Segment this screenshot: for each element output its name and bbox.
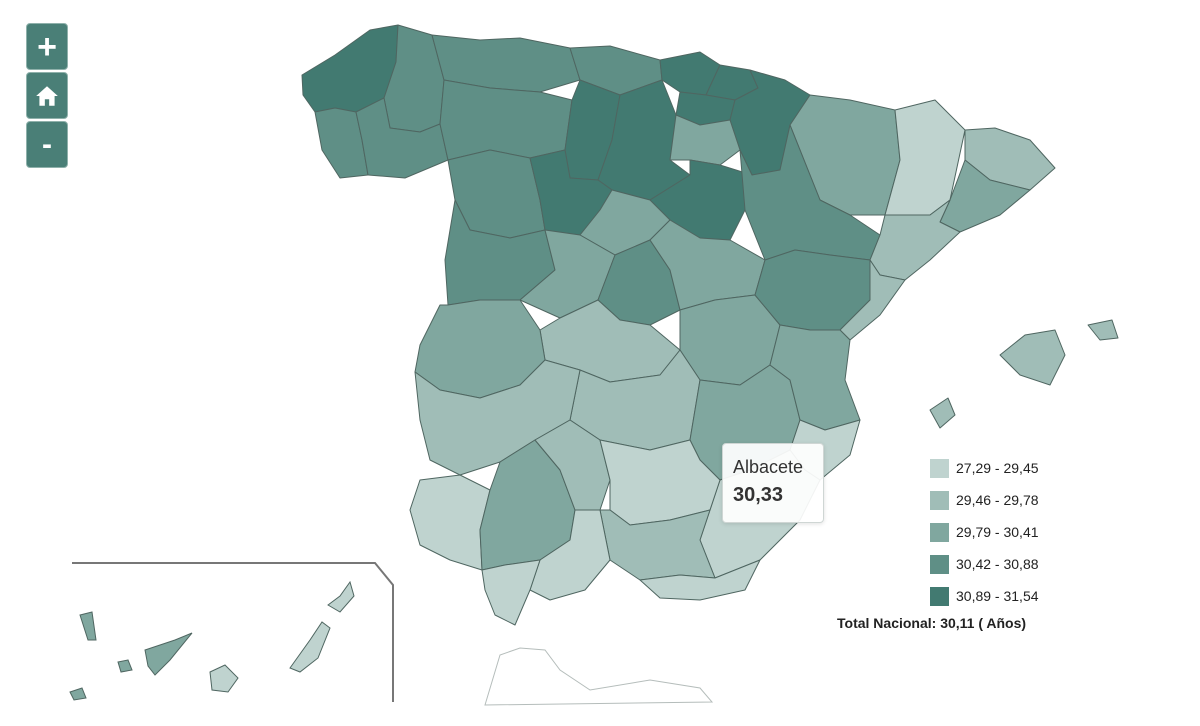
tooltip-province-name: Albacete: [733, 457, 804, 477]
legend-label: 29,79 - 30,41: [956, 524, 1039, 540]
province-tarragona[interactable]: [869, 199, 961, 281]
legend-item[interactable]: 29,79 - 30,41: [930, 516, 1039, 548]
national-total-label: Total Nacional: 30,11 ( Años): [837, 615, 1027, 631]
province-mallorca[interactable]: [999, 329, 1066, 386]
legend-swatch: [930, 522, 949, 542]
canary-tenerife[interactable]: [144, 632, 193, 676]
map-legend: 27,29 - 29,45 29,46 - 29,78 29,79 - 30,4…: [930, 452, 1039, 612]
legend-item[interactable]: 30,42 - 30,88: [930, 548, 1039, 580]
zoom-in-button[interactable]: +: [26, 23, 68, 70]
canary-inset-frame: [72, 562, 394, 702]
province-cordoba[interactable]: [534, 419, 611, 511]
canary-hierro[interactable]: [69, 687, 87, 701]
province-menorca[interactable]: [1087, 319, 1119, 341]
legend-swatch: [930, 554, 949, 574]
canary-gran-canaria[interactable]: [209, 664, 239, 693]
legend-label: 30,42 - 30,88: [956, 556, 1039, 572]
province-leon[interactable]: [439, 79, 573, 161]
legend-label: 30,89 - 31,54: [956, 588, 1039, 604]
legend-swatch: [930, 490, 949, 510]
canary-gomera[interactable]: [117, 659, 133, 673]
legend-label: 29,46 - 29,78: [956, 492, 1039, 508]
province-almeria[interactable]: [639, 559, 761, 601]
zoom-out-button[interactable]: -: [26, 121, 68, 168]
province-huelva[interactable]: [409, 474, 491, 571]
north-africa-outline: [484, 647, 714, 706]
province-ibiza[interactable]: [929, 397, 956, 429]
legend-item[interactable]: 27,29 - 29,45: [930, 452, 1039, 484]
province-la-rioja[interactable]: [669, 114, 741, 166]
legend-item[interactable]: 30,89 - 31,54: [930, 580, 1039, 612]
canary-fuerteventura[interactable]: [289, 621, 331, 673]
home-icon: [36, 85, 58, 106]
province-malaga[interactable]: [529, 509, 611, 601]
tooltip-value: 30,33: [733, 484, 784, 506]
legend-label: 27,29 - 29,45: [956, 460, 1039, 476]
minus-icon: -: [42, 127, 52, 161]
province-tooltip: Albacete 30,33: [722, 443, 824, 523]
province-cadiz[interactable]: [481, 559, 541, 626]
plus-icon: +: [37, 27, 57, 66]
legend-swatch: [930, 586, 949, 606]
home-button[interactable]: [26, 72, 68, 119]
province-granada[interactable]: [599, 509, 716, 581]
map-zoom-controls: + -: [26, 23, 68, 168]
legend-item[interactable]: 29,46 - 29,78: [930, 484, 1039, 516]
province-castellon[interactable]: [839, 259, 906, 341]
canary-la-palma[interactable]: [79, 611, 97, 641]
canary-lanzarote[interactable]: [327, 580, 355, 613]
legend-swatch: [930, 458, 949, 478]
